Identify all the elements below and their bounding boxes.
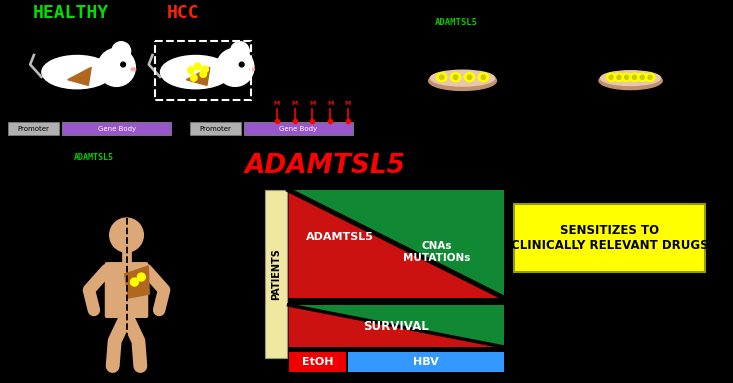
Text: SENSITIZES TO
CLINICALLY RELEVANT DRUGS: SENSITIZES TO CLINICALLY RELEVANT DRUGS — [510, 224, 708, 252]
Polygon shape — [289, 190, 504, 298]
Circle shape — [121, 62, 125, 67]
Circle shape — [97, 48, 136, 86]
FancyBboxPatch shape — [265, 190, 287, 358]
Text: HCC: HCC — [166, 4, 199, 22]
Circle shape — [200, 71, 207, 77]
Circle shape — [202, 66, 208, 73]
Ellipse shape — [645, 73, 655, 82]
Text: HBV: HBV — [413, 357, 439, 367]
Circle shape — [240, 62, 244, 67]
Ellipse shape — [599, 72, 662, 90]
Ellipse shape — [250, 68, 254, 71]
Text: Promoter: Promoter — [199, 126, 232, 132]
Text: HEALTHY: HEALTHY — [33, 4, 109, 22]
Circle shape — [609, 75, 614, 79]
Text: M: M — [327, 101, 334, 106]
FancyBboxPatch shape — [190, 122, 241, 135]
Text: PATIENTS: PATIENTS — [270, 248, 281, 300]
FancyBboxPatch shape — [348, 352, 504, 372]
Circle shape — [110, 218, 144, 252]
Text: M: M — [273, 101, 280, 106]
Ellipse shape — [430, 70, 495, 86]
Text: ADAMTSL5: ADAMTSL5 — [435, 18, 478, 27]
Text: SURVIVAL: SURVIVAL — [364, 319, 430, 332]
Ellipse shape — [630, 73, 639, 82]
Text: Gene Body: Gene Body — [279, 126, 317, 132]
Ellipse shape — [622, 73, 632, 82]
Ellipse shape — [450, 73, 461, 82]
Text: Promoter: Promoter — [18, 126, 50, 132]
Circle shape — [640, 75, 644, 79]
Text: M: M — [291, 101, 298, 106]
FancyBboxPatch shape — [62, 122, 171, 135]
Text: ADAMTSL5: ADAMTSL5 — [245, 153, 406, 179]
Circle shape — [137, 273, 145, 281]
Polygon shape — [125, 266, 150, 298]
Ellipse shape — [478, 73, 489, 82]
Ellipse shape — [464, 73, 475, 82]
Text: CNAs
MUTATIONs: CNAs MUTATIONs — [403, 241, 471, 263]
Text: ADAMTSL5: ADAMTSL5 — [74, 153, 114, 162]
Circle shape — [468, 75, 472, 79]
Circle shape — [191, 74, 197, 81]
Ellipse shape — [614, 73, 624, 82]
Ellipse shape — [638, 73, 647, 82]
FancyBboxPatch shape — [8, 122, 59, 135]
Ellipse shape — [429, 71, 496, 90]
Ellipse shape — [436, 73, 447, 82]
Circle shape — [648, 75, 652, 79]
FancyBboxPatch shape — [514, 204, 704, 272]
Circle shape — [194, 63, 201, 70]
Circle shape — [230, 42, 249, 61]
Polygon shape — [186, 67, 210, 85]
Polygon shape — [67, 67, 91, 85]
Circle shape — [482, 75, 485, 79]
Text: ADAMTSL5: ADAMTSL5 — [306, 232, 375, 242]
Circle shape — [625, 75, 629, 79]
Circle shape — [188, 67, 194, 74]
Circle shape — [112, 42, 130, 61]
FancyBboxPatch shape — [289, 352, 346, 372]
Ellipse shape — [600, 71, 660, 85]
Circle shape — [440, 75, 444, 79]
Ellipse shape — [606, 73, 616, 82]
Circle shape — [633, 75, 636, 79]
Polygon shape — [289, 305, 504, 347]
Circle shape — [454, 75, 458, 79]
Text: M: M — [345, 101, 351, 106]
Polygon shape — [289, 190, 504, 298]
Text: Gene Body: Gene Body — [97, 126, 136, 132]
Text: M: M — [309, 101, 315, 106]
Circle shape — [617, 75, 621, 79]
Ellipse shape — [131, 68, 136, 71]
Text: EtOH: EtOH — [301, 357, 333, 367]
Ellipse shape — [161, 56, 231, 89]
Ellipse shape — [42, 56, 112, 89]
Polygon shape — [289, 305, 504, 347]
FancyBboxPatch shape — [244, 122, 353, 135]
FancyBboxPatch shape — [105, 262, 148, 318]
Circle shape — [216, 48, 254, 86]
Circle shape — [130, 278, 139, 286]
